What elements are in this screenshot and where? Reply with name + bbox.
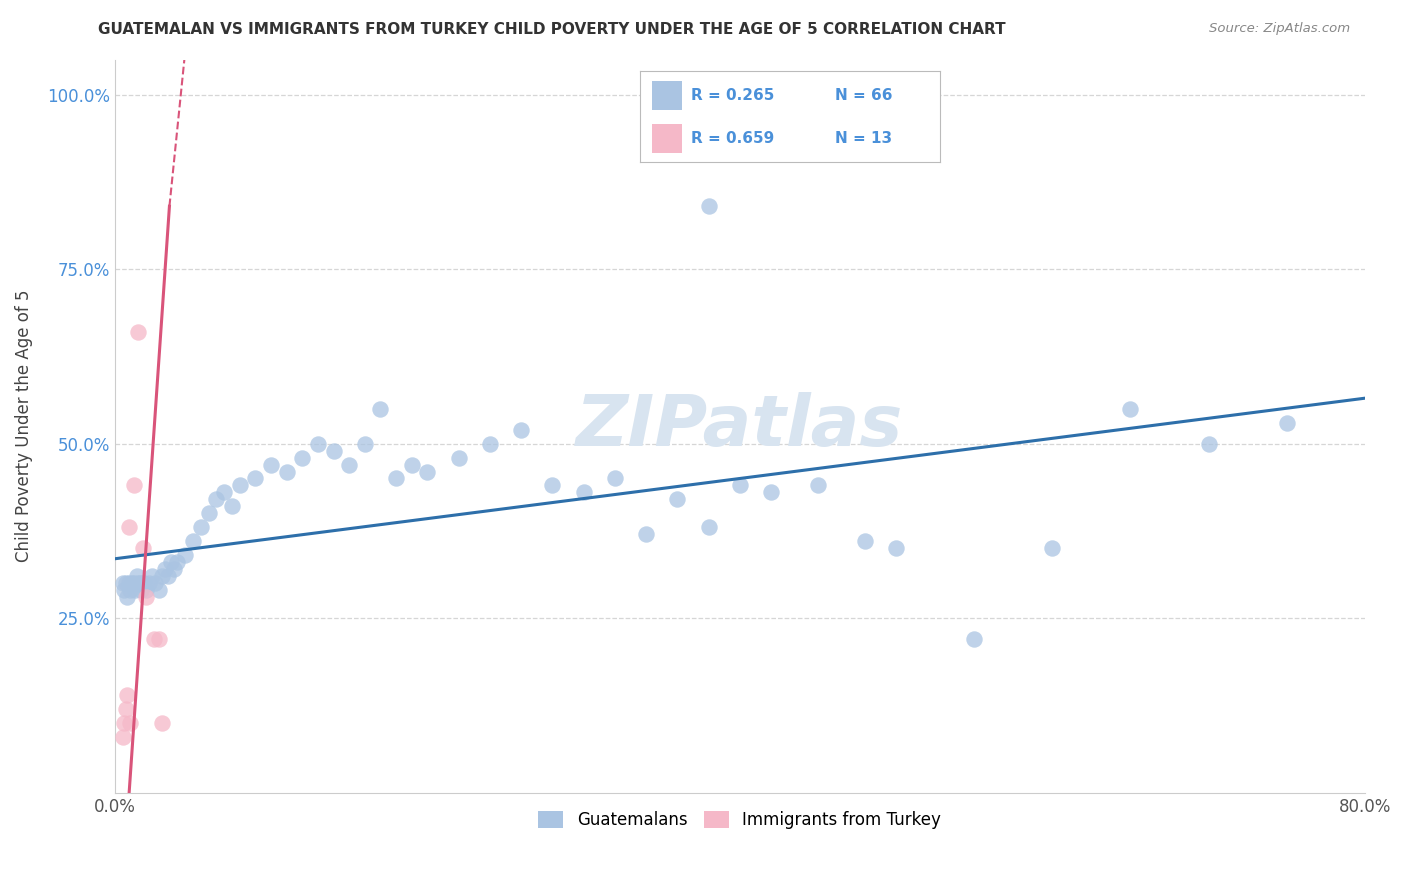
Point — [221, 500, 243, 514]
Point — [853, 534, 876, 549]
Point — [353, 436, 375, 450]
Point — [111, 576, 134, 591]
Point — [112, 583, 135, 598]
Point — [120, 715, 142, 730]
Point — [634, 527, 657, 541]
Point — [190, 520, 212, 534]
Point — [260, 458, 283, 472]
Point — [963, 632, 986, 646]
Point — [134, 576, 156, 591]
Point — [132, 541, 155, 556]
Point — [1275, 416, 1298, 430]
Point — [163, 562, 186, 576]
Y-axis label: Child Poverty Under the Age of 5: Child Poverty Under the Age of 5 — [15, 290, 32, 562]
Point — [291, 450, 314, 465]
Point — [370, 401, 392, 416]
Point — [112, 715, 135, 730]
Point — [120, 583, 142, 598]
Point — [131, 583, 153, 598]
Text: Source: ZipAtlas.com: Source: ZipAtlas.com — [1209, 22, 1350, 36]
Point — [135, 583, 157, 598]
Point — [245, 471, 267, 485]
Point — [121, 576, 143, 591]
Point — [114, 576, 136, 591]
Point — [148, 583, 170, 598]
Point — [127, 576, 149, 591]
Point — [125, 569, 148, 583]
Point — [118, 520, 141, 534]
Point — [541, 478, 564, 492]
Point — [603, 471, 626, 485]
Point — [142, 632, 165, 646]
Point — [141, 569, 163, 583]
Point — [759, 485, 782, 500]
Point — [166, 555, 188, 569]
Point — [728, 478, 751, 492]
Point — [447, 450, 470, 465]
Point — [111, 730, 134, 744]
Point — [401, 458, 423, 472]
Point — [122, 576, 145, 591]
Point — [1198, 436, 1220, 450]
Text: GUATEMALAN VS IMMIGRANTS FROM TURKEY CHILD POVERTY UNDER THE AGE OF 5 CORRELATIO: GUATEMALAN VS IMMIGRANTS FROM TURKEY CHI… — [98, 22, 1007, 37]
Point — [697, 199, 720, 213]
Point — [148, 632, 170, 646]
Point — [205, 492, 228, 507]
Point — [697, 520, 720, 534]
Point — [807, 478, 830, 492]
Point — [510, 423, 533, 437]
Point — [127, 325, 149, 339]
Point — [1040, 541, 1063, 556]
Point — [322, 443, 344, 458]
Point — [884, 541, 907, 556]
Point — [478, 436, 501, 450]
Point — [156, 569, 179, 583]
Point — [153, 562, 176, 576]
Point — [572, 485, 595, 500]
Point — [118, 576, 141, 591]
Point — [181, 534, 204, 549]
Point — [174, 549, 197, 563]
Point — [138, 576, 160, 591]
Point — [666, 492, 689, 507]
Point — [124, 583, 146, 598]
Legend: Guatemalans, Immigrants from Turkey: Guatemalans, Immigrants from Turkey — [531, 804, 948, 836]
Point — [117, 688, 139, 702]
Point — [128, 576, 150, 591]
Text: ZIPatlas: ZIPatlas — [576, 392, 904, 460]
Point — [385, 471, 408, 485]
Point — [276, 465, 298, 479]
Point — [117, 590, 139, 604]
Point — [160, 555, 183, 569]
Point — [114, 702, 136, 716]
Point — [212, 485, 235, 500]
Point — [197, 507, 219, 521]
Point — [229, 478, 252, 492]
Point — [132, 576, 155, 591]
Point — [150, 715, 173, 730]
Point — [145, 576, 167, 591]
Point — [416, 465, 439, 479]
Point — [307, 436, 329, 450]
Point — [1119, 401, 1142, 416]
Point — [135, 590, 157, 604]
Point — [150, 569, 173, 583]
Point — [122, 478, 145, 492]
Point — [337, 458, 360, 472]
